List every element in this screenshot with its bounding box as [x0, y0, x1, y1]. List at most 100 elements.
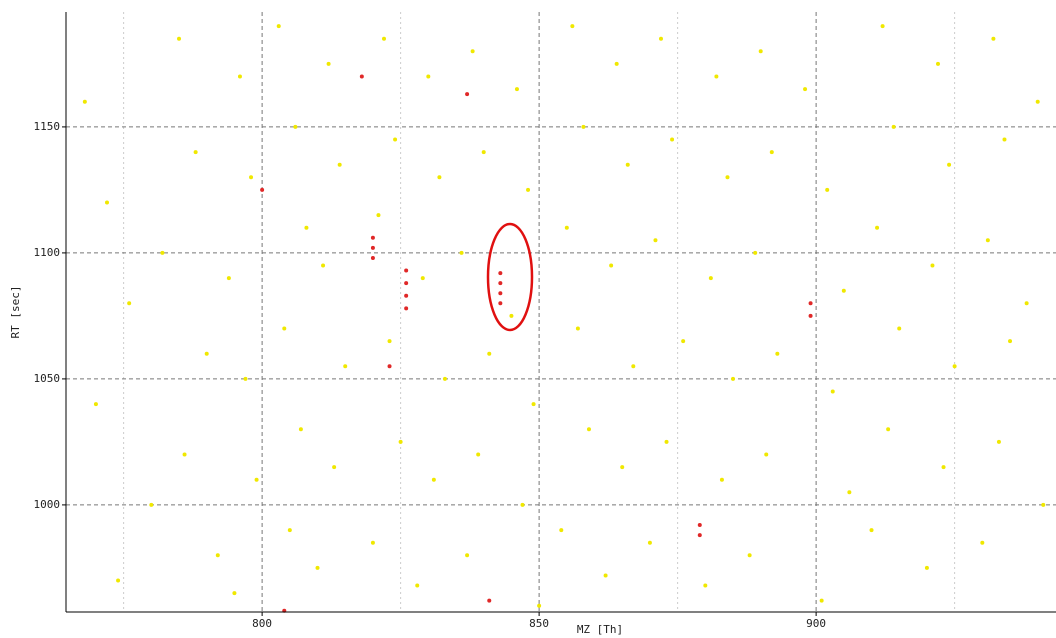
point — [564, 225, 569, 230]
point — [697, 533, 702, 538]
point — [177, 36, 182, 41]
y-tick-label: 1150 — [34, 120, 61, 133]
point — [531, 402, 536, 407]
point — [232, 591, 237, 596]
point — [487, 598, 492, 603]
point — [930, 263, 935, 268]
x-axis-label: MZ [Th] — [577, 623, 623, 636]
point — [387, 339, 392, 344]
point — [332, 465, 337, 470]
point — [470, 49, 475, 54]
point — [204, 351, 209, 356]
point — [586, 427, 591, 432]
point — [442, 376, 447, 381]
point — [947, 162, 952, 167]
point — [769, 150, 774, 155]
point — [420, 276, 425, 281]
point — [753, 250, 758, 255]
point — [498, 291, 503, 296]
point — [1041, 502, 1046, 507]
point — [603, 573, 608, 578]
point — [415, 583, 420, 588]
point — [620, 465, 625, 470]
point — [935, 61, 940, 66]
y-axis-label: RT [sec] — [9, 286, 22, 339]
point — [996, 439, 1001, 444]
point — [298, 427, 303, 432]
point — [825, 187, 830, 192]
point — [880, 24, 885, 29]
y-tick-label: 1100 — [34, 246, 61, 259]
point — [226, 276, 231, 281]
point — [254, 477, 259, 482]
point — [182, 452, 187, 457]
point — [487, 351, 492, 356]
point — [93, 402, 98, 407]
point — [370, 245, 375, 250]
point — [631, 364, 636, 369]
point — [703, 583, 708, 588]
point — [697, 523, 702, 528]
point — [304, 225, 309, 230]
point — [315, 565, 320, 570]
point — [370, 540, 375, 545]
point — [670, 137, 675, 142]
point — [664, 439, 669, 444]
point — [847, 490, 852, 495]
point — [980, 540, 985, 545]
point — [370, 255, 375, 260]
point — [287, 528, 292, 533]
x-tick-label: 850 — [529, 617, 549, 630]
point — [808, 313, 813, 318]
point — [647, 540, 652, 545]
point — [747, 553, 752, 558]
point — [625, 162, 630, 167]
point — [808, 301, 813, 306]
point — [104, 200, 109, 205]
point — [1024, 301, 1029, 306]
point — [985, 238, 990, 243]
point — [559, 528, 564, 533]
point — [276, 24, 281, 29]
point — [260, 187, 265, 192]
point — [570, 24, 575, 29]
point — [237, 74, 242, 79]
point — [359, 74, 364, 79]
point — [886, 427, 891, 432]
point — [476, 452, 481, 457]
point — [398, 439, 403, 444]
plot-area — [66, 12, 1056, 612]
point — [127, 301, 132, 306]
point — [249, 175, 254, 180]
point — [243, 376, 248, 381]
point — [653, 238, 658, 243]
point — [370, 235, 375, 240]
point — [869, 528, 874, 533]
point — [387, 364, 392, 369]
point — [575, 326, 580, 331]
point — [431, 477, 436, 482]
point — [681, 339, 686, 344]
point — [404, 293, 409, 298]
point — [609, 263, 614, 268]
point — [381, 36, 386, 41]
point — [952, 364, 957, 369]
point — [160, 250, 165, 255]
point — [897, 326, 902, 331]
point — [537, 603, 542, 608]
point — [509, 313, 514, 318]
point — [498, 281, 503, 286]
point — [731, 376, 736, 381]
point — [830, 389, 835, 394]
point — [465, 92, 470, 97]
point — [526, 187, 531, 192]
point — [714, 74, 719, 79]
point — [149, 502, 154, 507]
point — [891, 124, 896, 129]
highlight-ellipse — [486, 222, 534, 332]
point — [1008, 339, 1013, 344]
point — [991, 36, 996, 41]
points — [82, 24, 1046, 613]
point — [1035, 99, 1040, 104]
